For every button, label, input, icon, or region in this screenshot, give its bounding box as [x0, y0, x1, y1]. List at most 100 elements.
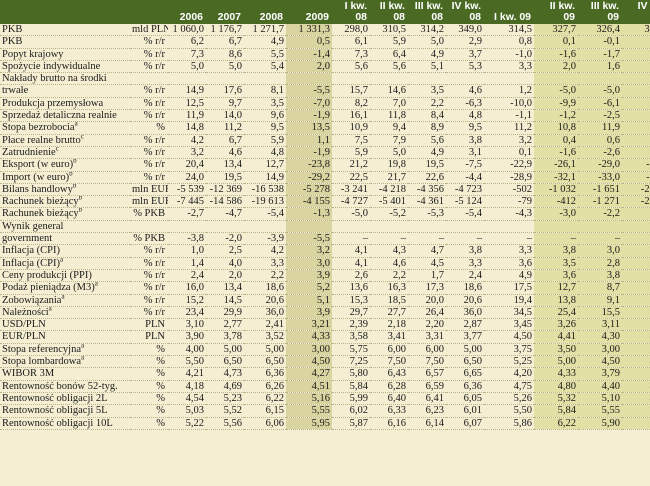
row-unit: % r/r: [130, 97, 168, 111]
value-cell: 25,4: [534, 306, 578, 320]
value-cell: 7,3: [168, 48, 206, 61]
row-unit: % PKB: [130, 232, 168, 246]
value-cell: 6,50: [206, 355, 244, 369]
value-cell: -1,9: [286, 146, 332, 160]
table-row: Rentowność bonów 52-tyg.% 4,18 4,69 6,26 4,5…: [0, 380, 650, 393]
value-cell: 5,9: [244, 134, 286, 147]
value-cell: [578, 72, 622, 86]
value-cell: 4,50: [286, 355, 332, 369]
value-cell: 6,41: [408, 392, 446, 406]
table-row: Produkcja przemysłowa % r/r 12,5 9,7 3,5 -7,0…: [0, 97, 650, 111]
value-cell: 17,6: [206, 84, 244, 98]
value-cell: 20,6: [446, 294, 484, 307]
value-cell: 21,7: [370, 171, 408, 184]
value-cell: -5 124: [446, 195, 484, 209]
row-label-text: Płace realne brutto: [2, 134, 81, 146]
value-cell: 310,5: [370, 24, 408, 37]
value-cell: 5,50: [484, 404, 534, 418]
row-label: WIBOR 3M: [0, 367, 130, 381]
value-cell: -5 278: [286, 183, 332, 197]
value-cell: -3,0: [534, 207, 578, 221]
value-cell: 3,5: [534, 257, 578, 270]
row-unit: % r/r: [130, 146, 168, 160]
row-label-text: Popyt krajowy: [2, 48, 64, 60]
value-cell: -5,0: [332, 207, 370, 221]
value-cell: -9,9: [534, 97, 578, 111]
footnote-marker: a: [94, 281, 98, 288]
value-cell: -4 723: [446, 183, 484, 197]
row-label: trwałe: [0, 84, 130, 98]
value-cell: 19,5: [206, 171, 244, 184]
value-cell: [244, 72, 286, 86]
table-row: Należnościa% r/r 23,4 29,9 36,0 3,9 29,7 27,7 2…: [0, 306, 650, 320]
row-unit: [130, 72, 168, 86]
row-unit: % r/r: [130, 269, 168, 283]
value-cell: 6,05: [446, 392, 484, 406]
row-label: Ceny produkcji (PPI): [0, 269, 130, 283]
value-cell: -4 361: [408, 195, 446, 209]
value-cell: 5,00: [244, 343, 286, 357]
table-row: Rentowność obligacji 5L% 5,03 5,52 6,15 5,55…: [0, 404, 650, 418]
value-cell: 5,9: [332, 146, 370, 160]
table-row: Bilans handlowyb mln EUR -5 539 -12 369 -16 …: [0, 183, 650, 197]
column-header: III kw. 09: [578, 0, 622, 24]
row-unit: %: [130, 355, 168, 369]
value-cell: 3,00: [622, 343, 650, 357]
value-cell: [578, 220, 622, 234]
value-cell: -12 369: [206, 183, 244, 197]
row-label-text: government: [2, 233, 53, 245]
row-label-text: Stopa bezrobocia: [2, 122, 75, 134]
row-label-text: Sprzedaż detaliczna realnie: [2, 110, 117, 122]
value-cell: 4,33: [534, 367, 578, 381]
value-cell: 3,9: [286, 269, 332, 283]
value-cell: -6,3: [446, 97, 484, 111]
row-label: government: [0, 232, 130, 246]
row-label: PKB: [0, 24, 130, 37]
value-cell: 2,20: [408, 318, 446, 332]
value-cell: 2,0: [206, 269, 244, 283]
value-cell: 14,0: [206, 109, 244, 123]
value-cell: 5,86: [484, 417, 534, 430]
row-label-text: Zatrudnienie: [2, 146, 56, 158]
value-cell: -1,7: [578, 48, 622, 61]
value-cell: -5 401: [370, 195, 408, 209]
row-label: USD/PLN: [0, 318, 130, 332]
value-cell: 6,00: [370, 343, 408, 357]
value-cell: 1,2: [484, 84, 534, 98]
value-cell: 8,2: [332, 97, 370, 111]
value-cell: 1,0: [622, 60, 650, 74]
value-cell: [206, 220, 244, 234]
value-cell: 18,6: [244, 281, 286, 295]
table-row: Popyt krajowy% r/r 7,3 8,6 5,5 -1,4 7,3 6,4 4,9…: [0, 48, 650, 61]
table-row: Zatrudnieniec% r/r 3,2 4,6 4,8 -1,9 5,9 5,0 4,9…: [0, 146, 650, 160]
table-row: Inflacja (CPI)a% r/r 1,4 4,0 3,3 3,0 4,1 4,6 4,…: [0, 257, 650, 270]
value-cell: 4,27: [286, 367, 332, 381]
value-cell: 7,0: [370, 97, 408, 111]
value-cell: 3,79: [578, 367, 622, 381]
row-unit: %: [130, 121, 168, 135]
row-label-text: Stopa referencyjna: [2, 343, 82, 355]
value-cell: 298,0: [332, 24, 370, 37]
table-row: Stopa bezrobociaa% 14,8 11,2 9,5 13,5 10,9 9,4…: [0, 121, 650, 135]
row-label-text: Rentowność bonów 52-tyg.: [2, 380, 118, 392]
value-cell: 5,5: [244, 48, 286, 61]
column-header: II kw. 09: [534, 0, 578, 24]
value-cell: -1,2: [534, 109, 578, 123]
value-cell: -2,7: [168, 207, 206, 221]
row-label-text: Import (w euro): [2, 171, 70, 183]
value-cell: -5,5: [286, 84, 332, 98]
row-label-text: Stopa lombardowa: [2, 356, 82, 368]
footnote-marker: b: [78, 207, 83, 214]
value-cell: 5,1: [286, 294, 332, 307]
value-cell: 5,6: [332, 60, 370, 74]
value-cell: 6,40: [370, 392, 408, 406]
row-label-text: PKB: [2, 36, 23, 48]
value-cell: 26,4: [408, 306, 446, 320]
value-cell: 1,4: [168, 257, 206, 270]
row-label: Rentowność obligacji 5L: [0, 404, 130, 418]
header-row: 2006 2007 2008 2009 I kw. 08 II kw. 08 III kw.…: [0, 0, 650, 24]
table-row: Stopa lombardowaa% 5,50 6,50 6,50 4,50 7,25 7,…: [0, 355, 650, 369]
value-cell: 3,2: [484, 134, 534, 147]
value-cell: -4,7: [206, 207, 244, 221]
value-cell: 12,7: [534, 281, 578, 295]
